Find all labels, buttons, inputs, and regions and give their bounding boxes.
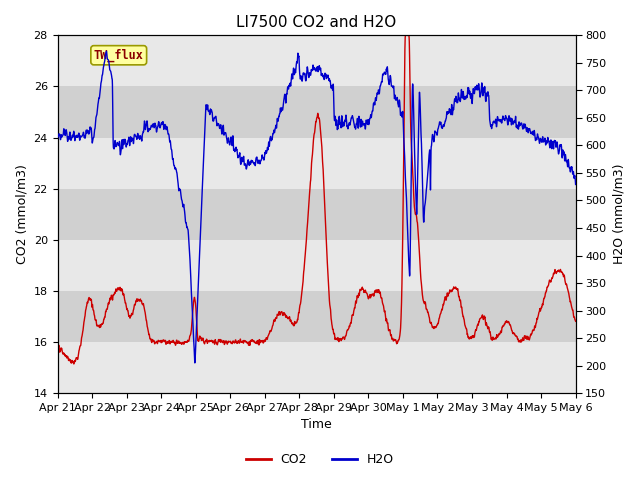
Y-axis label: CO2 (mmol/m3): CO2 (mmol/m3) <box>15 164 28 264</box>
Bar <box>58 342 575 393</box>
Bar <box>58 138 575 189</box>
Bar <box>58 189 575 240</box>
Bar <box>58 291 575 342</box>
Bar <box>58 36 575 86</box>
Legend: CO2, H2O: CO2, H2O <box>241 448 399 471</box>
Y-axis label: H2O (mmol/m3): H2O (mmol/m3) <box>612 164 625 264</box>
Bar <box>58 240 575 291</box>
Title: LI7500 CO2 and H2O: LI7500 CO2 and H2O <box>236 15 397 30</box>
X-axis label: Time: Time <box>301 419 332 432</box>
Bar <box>58 86 575 138</box>
Text: TW_flux: TW_flux <box>94 48 143 62</box>
